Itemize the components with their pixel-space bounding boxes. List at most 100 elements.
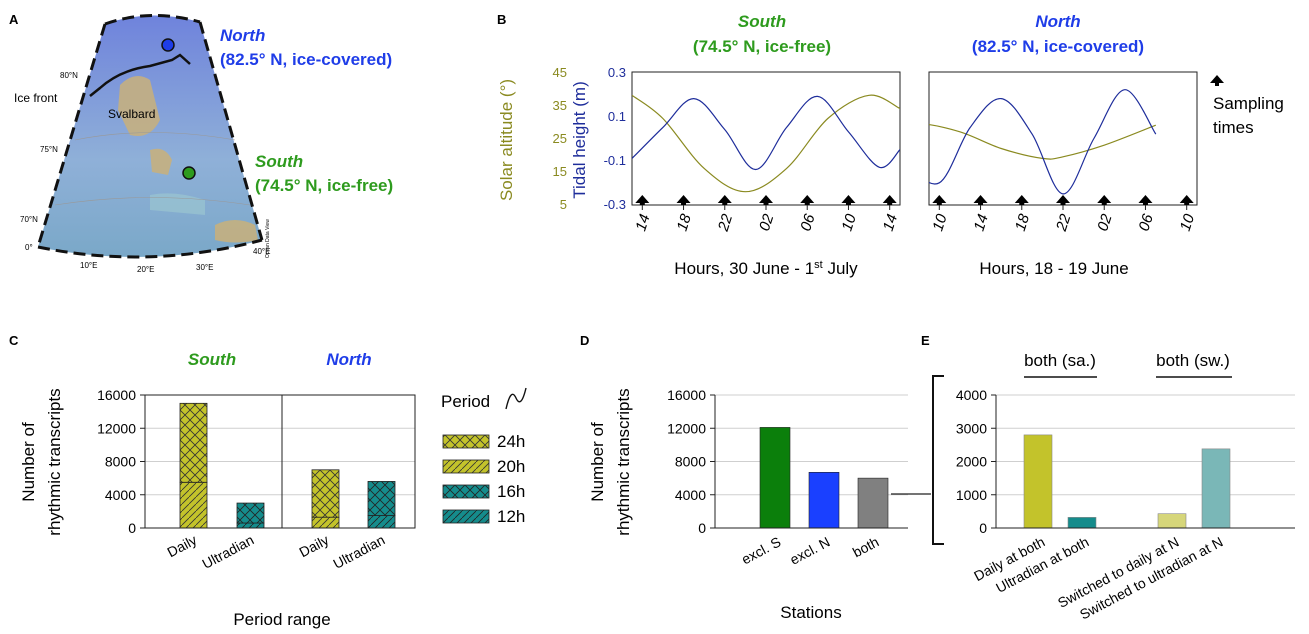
bar-both <box>857 477 889 529</box>
bar-segment-16h <box>236 502 265 524</box>
c-yticks: 16000 12000 8000 4000 0 <box>97 387 145 536</box>
map-north-title: North <box>220 26 265 45</box>
c-south-title: South <box>188 350 236 369</box>
legend-sampling-line1: Sampling <box>1213 94 1284 113</box>
c-ylabel-line1: Number of <box>19 422 38 502</box>
wave-icon <box>505 387 527 410</box>
x-tick-label: 14 <box>971 212 992 233</box>
x-tick-label: 18 <box>674 211 696 233</box>
map-border-right <box>198 21 264 241</box>
x-tick-label: 02 <box>756 211 778 233</box>
lon-0-label: 0° <box>25 243 33 252</box>
bar-excln <box>808 472 840 529</box>
south-tide-xticks: 14 18 22 02 06 10 14 <box>632 205 901 234</box>
x-tick-label: 10 <box>1177 211 1199 233</box>
graticule-75 <box>74 132 236 141</box>
svalbard-label: Svalbard <box>108 107 155 121</box>
y-tick-label: 16000 <box>667 387 706 403</box>
tide-north-xlabel: Hours, 18 - 19 June <box>979 259 1128 278</box>
legend-sampling-line2: times <box>1213 118 1254 137</box>
map-south-title: South <box>255 152 303 171</box>
x-tick-label: 22 <box>715 211 737 234</box>
x-tick-label: Daily <box>296 532 331 561</box>
svalbard-map: 80°N 75°N 70°N 0° 10°E 20°E 30°E 40°E Oc… <box>14 14 271 274</box>
c-legend: 24h 20h 16h 12h <box>442 432 525 526</box>
map-border-left <box>36 23 107 248</box>
d-yticks: 16000 12000 8000 4000 0 <box>667 387 715 536</box>
x-tick-label: 10 <box>929 211 951 233</box>
sampling-time-arrow <box>841 195 856 205</box>
x-tick-label: both <box>850 534 882 561</box>
legend-label: 20h <box>497 457 525 476</box>
x-tick-label: 18 <box>1012 211 1034 233</box>
tidal-height-line <box>929 89 1157 195</box>
legend-label: 12h <box>497 507 525 526</box>
c-frame <box>144 394 416 529</box>
x-tick-label: Ultradian <box>199 532 256 572</box>
legend-swatch <box>442 459 490 474</box>
y-tick-label: 2000 <box>956 454 987 470</box>
lat-75-label: 75°N <box>40 145 58 154</box>
c-xticks: Daily Ultradian Daily Ultradian <box>164 532 387 572</box>
e-bars <box>1023 434 1231 529</box>
c-north-title: North <box>326 350 371 369</box>
y-tick-label: 12000 <box>667 420 706 436</box>
north-tide-lines <box>929 89 1157 195</box>
tidal-ticks: 0.3 0.1 -0.1 -0.3 <box>604 65 626 212</box>
sampling-time-arrow <box>800 195 815 205</box>
c-bars <box>179 402 396 529</box>
sampling-time-arrow <box>676 195 691 205</box>
north-tide-xticks: 10 14 18 22 02 06 10 <box>929 205 1198 234</box>
solar-altitude-line <box>632 94 900 193</box>
tidal-axis-label: Tidal height (m) <box>570 81 589 198</box>
solar-tick: 5 <box>560 197 567 212</box>
tidal-tick: -0.1 <box>604 153 626 168</box>
lon-10-label: 10°E <box>80 261 97 270</box>
bar-segment-12h <box>236 522 265 529</box>
x-tick-label: 02 <box>1094 211 1116 233</box>
x-tick-label: 14 <box>880 212 901 233</box>
bar-e-1 <box>1023 434 1053 529</box>
x-tick-label: 22 <box>1053 211 1075 234</box>
lon-40-label: 40°E <box>253 247 270 256</box>
y-tick-label: 12000 <box>97 420 136 436</box>
x-tick-label: Daily <box>164 532 199 561</box>
y-tick-label: 1000 <box>956 487 987 503</box>
lat-70-label: 70°N <box>20 215 38 224</box>
sampling-time-arrow <box>973 195 988 205</box>
y-tick-label: 3000 <box>956 420 987 436</box>
e-yticks: 4000 3000 2000 1000 0 <box>956 387 996 536</box>
sampling-time-arrow <box>635 195 650 205</box>
panel-label-d: D <box>580 333 589 348</box>
bar-e-2 <box>1067 517 1097 529</box>
bar-segment-12h <box>367 515 396 529</box>
ice-front-label: Ice front <box>14 91 58 105</box>
legend-sampling-arrow <box>1210 75 1224 86</box>
legend-label: 24h <box>497 432 525 451</box>
odv-watermark: Ocean Data View <box>265 219 271 258</box>
solar-ticks: 45 35 25 15 5 <box>553 65 567 212</box>
tide-south-xlabel-main: Hours, 30 June - 1 <box>674 259 814 278</box>
map-land-svalbard <box>118 76 160 136</box>
c-xlabel: Period range <box>233 610 330 629</box>
x-tick-label: 06 <box>1136 211 1158 233</box>
sampling-time-arrow <box>1138 195 1153 205</box>
d-xlabel: Stations <box>780 603 841 622</box>
e-bracket <box>932 375 944 545</box>
sampling-time-arrow <box>759 195 773 205</box>
panel-label-c: C <box>9 333 19 348</box>
solar-tick: 35 <box>553 98 567 113</box>
tide-south-xlabel: Hours, 30 June - 1st July <box>674 259 858 278</box>
map-border-bottom <box>37 238 263 259</box>
x-tick-label: 06 <box>797 211 819 233</box>
panel-label-e: E <box>921 333 930 348</box>
north-sampling-arrows <box>932 195 1194 205</box>
d-ylabel-line2: rhythmic transcripts <box>614 388 633 535</box>
bar-e-3 <box>1157 513 1187 529</box>
y-tick-label: 0 <box>698 520 706 536</box>
legend-swatch <box>442 509 490 524</box>
legend-swatch <box>442 484 490 499</box>
d-ylabel-line1: Number of <box>588 422 607 502</box>
solar-tick: 15 <box>553 164 567 179</box>
